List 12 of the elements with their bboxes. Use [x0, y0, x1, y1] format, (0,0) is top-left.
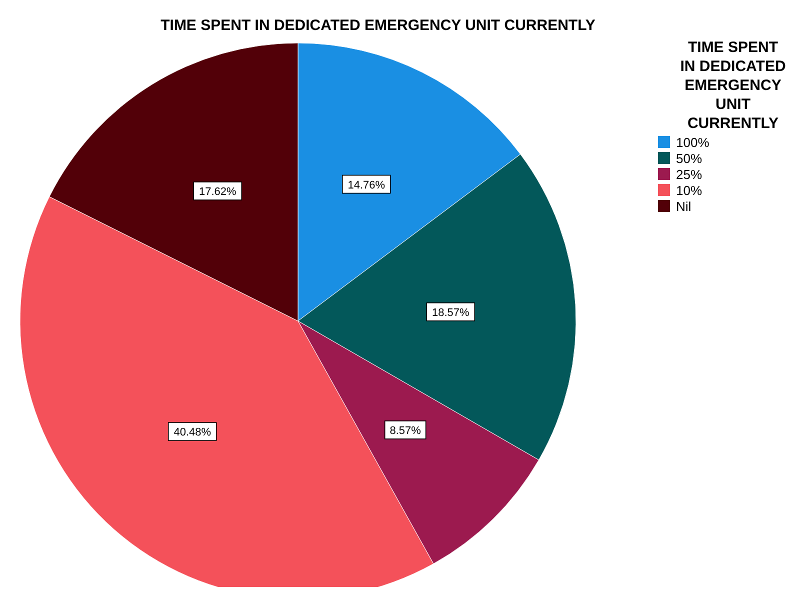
data-label: 8.57%	[390, 424, 422, 437]
legend-label: 25%	[676, 167, 702, 182]
legend-title: TIME SPENT IN DEDICATED EMERGENCY UNIT CURRENTLY	[680, 39, 786, 132]
data-label: 18.57%	[432, 306, 470, 319]
legend-label: 100%	[676, 135, 710, 150]
legend-label: 50%	[676, 151, 702, 166]
legend-label: Nil	[676, 199, 692, 214]
chart-title: TIME SPENT IN DEDICATED EMERGENCY UNIT CURRENTLY	[160, 17, 596, 34]
data-label: 40.48%	[174, 426, 212, 439]
data-label: 14.76%	[348, 179, 386, 192]
legend-label: 10%	[676, 183, 702, 198]
data-label: 17.62%	[198, 186, 236, 198]
